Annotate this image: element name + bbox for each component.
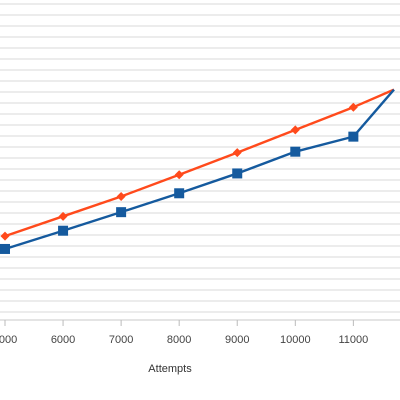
x-axis-title: Attempts [148,363,192,375]
series-group [0,88,395,254]
x-tick-label: 8000 [167,334,191,346]
series-1-point [174,170,184,180]
series-1-point [0,231,10,241]
x-axis-ticks: 5000 6000 7000 8000 9000 10000 11000 [0,320,368,346]
x-tick-label: 6000 [51,334,75,346]
series-2-point [232,168,243,179]
series-1-point [232,148,242,158]
x-tick-label: 5000 [0,334,17,346]
series-1-point [290,125,300,135]
x-tick-label: 11000 [338,334,368,346]
series-1-point [58,211,68,221]
series-2-point [0,243,10,254]
series-2-point [348,131,359,142]
series-2-line [4,88,395,251]
series-2-point [58,225,69,236]
series-2-point [290,146,301,157]
x-tick-label: 9000 [225,334,249,346]
series-2-point [174,188,185,199]
x-tick-label: 10000 [280,334,311,346]
gridlines [0,3,400,313]
series-1-line [4,88,395,238]
series-2-point [116,207,127,218]
x-tick-label: 7000 [109,334,133,346]
series-1-point [348,102,358,112]
series-1-point [116,191,126,201]
